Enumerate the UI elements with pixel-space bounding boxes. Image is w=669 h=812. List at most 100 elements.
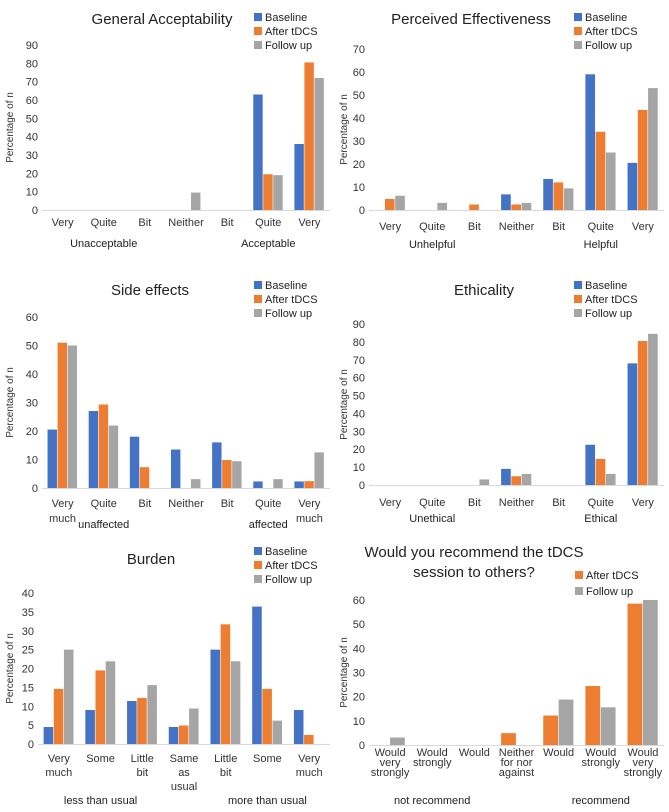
y-tick-label: 50	[353, 391, 365, 403]
legend-swatch	[254, 295, 262, 303]
legend-label: After tDCS	[265, 294, 318, 306]
bar-follow-up-4	[191, 192, 201, 210]
legend-label: Baseline	[585, 280, 627, 292]
x-tick-label: Little bit	[214, 753, 237, 779]
bar-follow-up-6	[605, 473, 616, 485]
bar-baseline-7	[294, 481, 304, 488]
x-tick-label: Bit	[138, 217, 151, 229]
legend-label: After tDCS	[585, 26, 638, 38]
y-tick-label: 30	[26, 150, 38, 162]
legend-swatch	[254, 281, 262, 289]
bar-baseline-6	[253, 94, 263, 210]
y-tick-label: 0	[32, 483, 38, 495]
bar-baseline-3	[127, 700, 137, 744]
x-tick-label: Neither	[499, 221, 535, 233]
y-tick-label: 30	[26, 398, 38, 410]
bar-follow-up-4	[521, 202, 532, 210]
bar-after-tdcs-3	[137, 697, 147, 744]
y-tick-label: 25	[22, 645, 34, 657]
bar-baseline-7	[294, 144, 304, 210]
y-tick-label: 70	[26, 77, 38, 89]
x-tick-label: Neither	[499, 497, 535, 509]
chart-recommend: Would you recommend the tDCS session to o…	[334, 543, 669, 812]
bar-baseline-7	[627, 363, 638, 485]
y-tick-label: 30	[22, 626, 34, 638]
legend-swatch	[254, 309, 262, 317]
chart-title: Ethicality	[454, 282, 515, 299]
bar-after-tdcs-7	[304, 62, 314, 210]
chart-burden: Burden Percentage of n 0 5 10 15 20 25 30 35 40 Ver…	[0, 543, 334, 812]
group-label: affected	[249, 519, 288, 531]
chart-svg: General Acceptability Percentage of n 0 10 2…	[5, 11, 330, 250]
chart-title: General Acceptability	[92, 11, 233, 28]
x-tick-label: Same as usual	[170, 753, 199, 793]
x-tick-label: Bit	[138, 498, 151, 510]
legend-label: After tDCS	[585, 294, 638, 306]
bar-after-tdcs-5	[222, 460, 232, 488]
y-tick-label: 70	[353, 355, 365, 367]
x-tick-label: Would	[459, 747, 490, 759]
bar-baseline-3	[129, 436, 140, 488]
x-tick-label: Very	[52, 217, 75, 229]
legend-swatch	[254, 561, 262, 569]
bar-after-tdcs-1	[57, 342, 67, 488]
chart-svg: Would you recommend the tDCS session to o…	[339, 544, 664, 807]
group-label: Helpful	[584, 239, 618, 251]
bar-follow-up-1	[63, 649, 74, 745]
bar-follow-up-2	[437, 202, 447, 210]
bar-follow-up-4	[191, 479, 201, 488]
bar-after-tdcs-1	[53, 688, 64, 744]
y-tick-label: 90	[26, 40, 38, 52]
group-label: Acceptable	[241, 238, 295, 250]
bar-follow-up-4	[189, 708, 199, 744]
group-label: Unacceptable	[70, 238, 137, 250]
group-label: not recommend	[394, 795, 470, 807]
x-tick-label: Very	[632, 497, 655, 509]
legend-label: Baseline	[265, 12, 307, 24]
x-tick-label: Very	[632, 221, 655, 233]
legend-label: Follow up	[586, 586, 633, 598]
x-tick-label: Bit	[221, 498, 234, 510]
x-tick-label: Bit	[221, 217, 234, 229]
bar-baseline-7	[627, 162, 638, 210]
y-tick-label: 40	[26, 369, 38, 381]
bar-follow-up-3	[147, 685, 157, 744]
legend-label: Baseline	[265, 546, 307, 558]
bar-follow-up-7	[648, 333, 658, 485]
chart-svg: Perceived Effectiveness Percentage of n 0 1…	[339, 11, 664, 251]
bar-follow-up-7	[314, 452, 324, 489]
y-tick-label: 70	[353, 44, 365, 56]
y-tick-label: 10	[22, 701, 34, 713]
chart-title: session to others?	[413, 564, 535, 581]
bar-after-tdcs-7	[637, 109, 648, 210]
y-tick-label: 50	[353, 90, 365, 102]
bar-follow-up-6	[605, 152, 616, 210]
legend-swatch	[575, 571, 583, 579]
bar-follow-up-7	[642, 600, 658, 745]
y-tick-label: 35	[22, 607, 34, 619]
bar-follow-up-4	[521, 473, 532, 485]
bar-after-tdcs-6	[262, 688, 272, 744]
bar-follow-up-7	[648, 88, 658, 210]
group-label: less than usual	[64, 795, 137, 807]
bar-follow-up-7	[314, 78, 324, 210]
legend-swatch	[254, 547, 262, 555]
y-tick-label: 60	[353, 67, 365, 79]
bar-follow-up-5	[230, 661, 241, 744]
x-tick-label: Quite	[419, 221, 445, 233]
y-tick-label: 10	[353, 716, 365, 728]
bar-baseline-5	[210, 649, 221, 745]
bar-baseline-2	[88, 411, 99, 488]
y-tick-label: 60	[26, 95, 38, 107]
bar-after-tdcs-7	[304, 734, 314, 744]
chart-title: Would you recommend the tDCS	[365, 544, 584, 561]
bar-after-tdcs-3	[139, 467, 150, 488]
bar-baseline-7	[293, 710, 304, 744]
bar-baseline-2	[85, 710, 95, 744]
bar-after-tdcs-6	[263, 174, 273, 210]
y-tick-label: 40	[353, 408, 365, 420]
x-tick-label: Very much	[296, 753, 323, 779]
y-tick-label: 0	[359, 740, 365, 752]
bar-follow-up-1	[67, 345, 77, 488]
legend-swatch	[254, 27, 262, 35]
